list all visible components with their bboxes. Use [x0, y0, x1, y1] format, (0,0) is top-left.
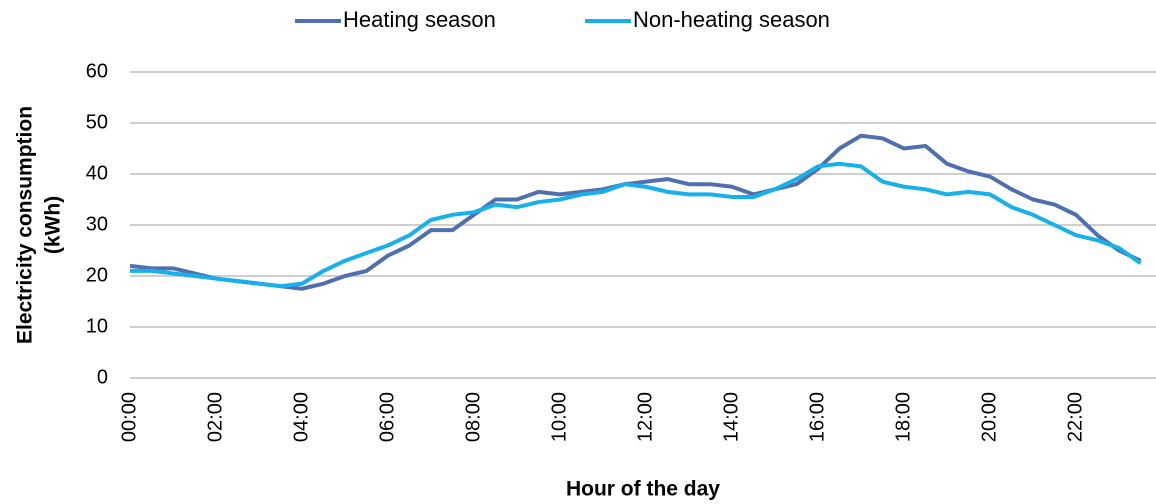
y-tick-label: 50: [86, 111, 108, 133]
x-tick-label: 08:00: [462, 392, 484, 442]
x-tick-label: 02:00: [204, 392, 226, 442]
x-tick-label: 18:00: [892, 392, 914, 442]
x-tick-label: 16:00: [806, 392, 828, 442]
y-tick-label: 10: [86, 315, 108, 337]
y-tick-label: 60: [86, 60, 108, 82]
y-tick-label: 0: [97, 366, 108, 388]
x-tick-label: 12:00: [634, 392, 656, 442]
y-tick-label: 40: [86, 162, 108, 184]
legend-label: Heating season: [343, 7, 496, 32]
y-tick-label: 20: [86, 264, 108, 286]
x-tick-label: 00:00: [118, 392, 140, 442]
x-tick-label: 14:00: [720, 392, 742, 442]
y-axis-label: Electricity consumption: [14, 106, 37, 344]
x-tick-label: 06:00: [376, 392, 398, 442]
y-tick-label: 30: [86, 213, 108, 235]
x-tick-label: 10:00: [548, 392, 570, 442]
x-tick-label: 04:00: [290, 392, 312, 442]
series-line: [130, 161, 1142, 289]
y-axis-label: (kWh): [42, 196, 65, 254]
legend-label: Non-heating season: [633, 7, 830, 32]
series-line: [129, 133, 1142, 291]
x-axis-label: Hour of the day: [566, 478, 720, 501]
x-tick-label: 22:00: [1064, 392, 1086, 442]
x-tick-label: 20:00: [978, 392, 1000, 442]
